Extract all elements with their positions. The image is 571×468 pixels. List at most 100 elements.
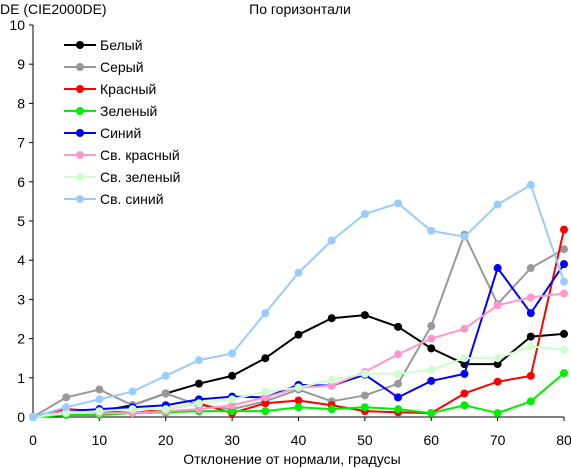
y-tick-label: 3 xyxy=(17,291,25,307)
data-point xyxy=(394,405,403,414)
data-point xyxy=(360,391,369,400)
data-point xyxy=(560,245,568,254)
legend-label: Серый xyxy=(100,59,144,75)
data-point xyxy=(394,379,403,388)
data-point xyxy=(394,199,403,208)
data-point xyxy=(526,371,535,380)
legend-item: Белый xyxy=(64,37,143,53)
data-point xyxy=(526,309,535,318)
data-point xyxy=(460,389,469,398)
y-tick-label: 1 xyxy=(17,370,25,386)
data-point xyxy=(327,381,336,390)
data-point xyxy=(128,387,137,396)
x-tick-label: 20 xyxy=(158,432,174,448)
legend-label: Св. зеленый xyxy=(100,169,180,185)
legend-item: Зеленый xyxy=(64,103,157,119)
data-point xyxy=(427,334,436,343)
legend-label: Красный xyxy=(100,81,156,97)
data-point xyxy=(526,342,535,351)
legend-label: Св. синий xyxy=(100,191,164,207)
y-tick-label: 2 xyxy=(17,331,25,347)
data-point xyxy=(493,354,502,363)
data-point xyxy=(560,289,568,298)
data-point xyxy=(394,369,403,378)
data-point xyxy=(261,399,270,408)
data-point xyxy=(526,332,535,341)
legend-swatch-marker xyxy=(76,63,84,71)
data-point xyxy=(493,360,502,369)
legend-item: Красный xyxy=(64,81,156,97)
data-point xyxy=(427,365,436,374)
data-point xyxy=(261,354,270,363)
data-point xyxy=(360,403,369,412)
x-axis-title: Отклонение от нормали, градусы xyxy=(183,451,400,467)
data-point xyxy=(360,369,369,378)
legend-item: Св. красный xyxy=(64,147,180,163)
data-point xyxy=(29,413,37,421)
legend-item: Св. зеленый xyxy=(64,169,180,185)
legend-label: Белый xyxy=(100,37,143,53)
data-point xyxy=(427,226,436,235)
data-point xyxy=(62,393,71,402)
data-point xyxy=(526,293,535,302)
legend-swatch-marker xyxy=(76,151,84,159)
data-point xyxy=(560,277,568,286)
series-8 xyxy=(29,180,568,421)
y-tick-label: 10 xyxy=(9,17,25,33)
series-2 xyxy=(29,230,568,421)
y-tick-label: 4 xyxy=(17,252,25,268)
data-point xyxy=(294,268,303,277)
series-line xyxy=(32,263,565,418)
data-point xyxy=(427,344,436,353)
x-tick-label: 40 xyxy=(291,432,307,448)
y-tick-label: 5 xyxy=(17,213,25,229)
data-point xyxy=(526,397,535,406)
data-point xyxy=(161,405,170,414)
data-point xyxy=(560,329,568,338)
data-point xyxy=(228,395,237,404)
data-point xyxy=(526,180,535,189)
data-point xyxy=(194,356,203,365)
data-point xyxy=(560,260,568,269)
data-point xyxy=(560,225,568,234)
data-point xyxy=(194,405,203,414)
data-point xyxy=(95,385,104,394)
data-point xyxy=(327,314,336,323)
data-point xyxy=(460,369,469,378)
y-tick-label: 6 xyxy=(17,174,25,190)
legend-swatch-marker xyxy=(76,85,84,93)
data-point xyxy=(493,301,502,310)
data-point xyxy=(228,407,237,416)
data-point xyxy=(394,322,403,331)
y-axis-title: DE (CIE2000DE) xyxy=(0,1,107,17)
x-tick-label: 50 xyxy=(357,432,373,448)
data-point xyxy=(493,200,502,209)
data-point xyxy=(327,375,336,384)
legend-item: Серый xyxy=(64,59,144,75)
data-point xyxy=(228,401,237,410)
x-tick-label: 80 xyxy=(556,432,571,448)
x-tick-label: 0 xyxy=(29,432,37,448)
data-point xyxy=(427,322,436,331)
chart-title: По горизонтали xyxy=(249,1,351,17)
data-point xyxy=(427,376,436,385)
data-point xyxy=(228,371,237,380)
legend-item: Синий xyxy=(64,125,141,141)
data-point xyxy=(128,405,137,414)
x-tick-label: 30 xyxy=(224,432,240,448)
legend: Белый Серый Красный Зеленый Синий Св. красный… xyxy=(64,37,180,207)
legend-swatch-marker xyxy=(76,195,84,203)
data-point xyxy=(261,393,270,402)
data-point xyxy=(161,371,170,380)
legend-swatch-marker xyxy=(76,41,84,49)
data-point xyxy=(493,409,502,418)
data-point xyxy=(526,264,535,273)
legend-label: Синий xyxy=(100,125,141,141)
data-point xyxy=(460,324,469,333)
data-point xyxy=(194,399,203,408)
data-point xyxy=(327,236,336,245)
data-point xyxy=(560,345,568,354)
axes: 0 1 2 3 4 5 6 7 8 9 10 0 10 20 30 40 50 60 70 80 xyxy=(9,17,571,448)
y-tick-label: 0 xyxy=(17,409,25,425)
